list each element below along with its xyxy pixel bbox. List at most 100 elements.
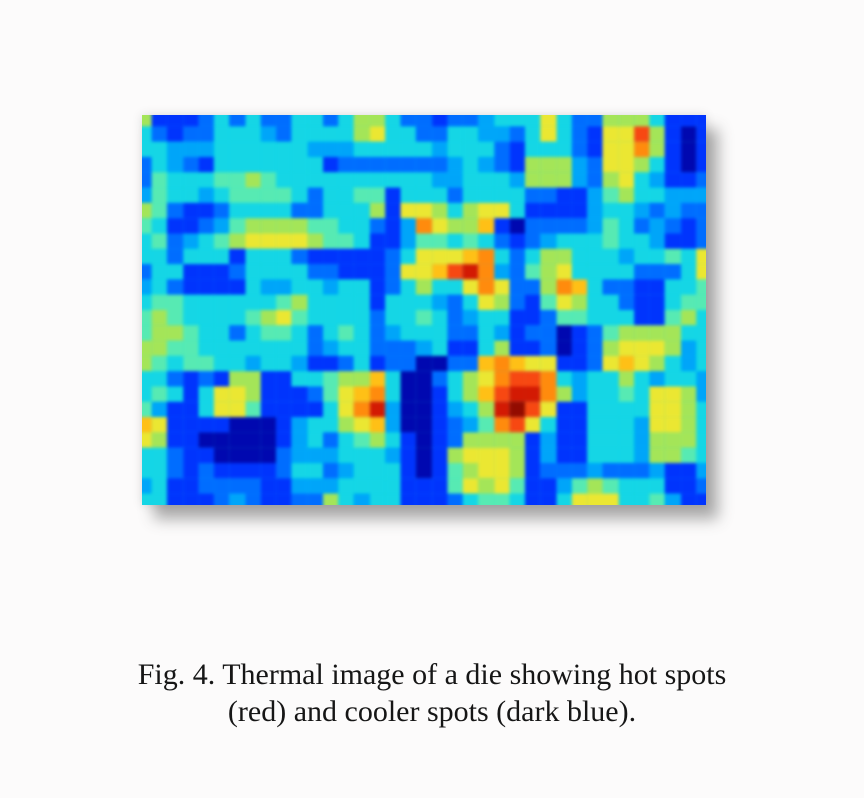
heatmap-cell [540,371,557,387]
heatmap-cell [167,126,183,142]
heatmap-cell [260,279,277,295]
heatmap-cell [664,432,681,448]
heatmap-cell [493,157,510,173]
heatmap-cell [556,264,572,280]
thermal-heatmap [142,115,706,505]
heatmap-cell [493,417,510,433]
heatmap-cell [540,340,557,356]
heatmap-cell [525,233,541,249]
heatmap-cell [664,141,681,157]
heatmap-cell [354,493,370,505]
heatmap-cell [696,248,706,265]
heatmap-cell [680,172,697,188]
heatmap-cell [509,202,526,219]
heatmap-cell [462,126,479,142]
heatmap-cell [151,340,168,356]
heatmap-cell [182,248,199,265]
heatmap-cell [571,202,588,219]
heatmap-cell [142,401,152,418]
heatmap-cell [291,202,308,219]
heatmap-cell [276,264,292,280]
heatmap-cell [245,233,261,249]
heatmap-cell [571,417,588,433]
heatmap-cell [649,248,665,265]
heatmap-cell [416,172,432,188]
heatmap-cell [556,248,572,265]
heatmap-cell [618,386,634,402]
heatmap-cell [385,279,401,295]
heatmap-cell [338,478,355,494]
heatmap-cell [338,218,355,234]
heatmap-cell [385,386,401,402]
heatmap-cell [696,463,706,479]
heatmap-cell [354,294,370,310]
heatmap-cell [142,463,152,479]
heatmap-cell [151,310,168,326]
heatmap-cell [416,417,432,433]
heatmap-cell [618,478,634,494]
heatmap-cell [602,463,619,479]
heatmap-cell [369,310,386,326]
heatmap-cell [556,325,572,341]
heatmap-cell [322,371,339,387]
heatmap-cell [182,279,199,295]
heatmap-cell [322,294,339,310]
heatmap-cell [198,386,215,402]
heatmap-cell [142,478,152,494]
heatmap-cell [307,202,323,219]
heatmap-cell [307,126,323,142]
heatmap-cell [151,141,168,157]
heatmap-cell [338,115,355,127]
heatmap-cell [602,233,619,249]
heatmap-cell [447,141,463,157]
heatmap-cell [447,202,463,219]
heatmap-cell [431,355,448,372]
heatmap-cell [151,294,168,310]
heatmap-cell [291,157,308,173]
heatmap-cell [369,417,386,433]
heatmap-cell [587,417,603,433]
heatmap-cell [369,401,386,418]
heatmap-cell [198,447,215,463]
heatmap-cell [664,115,681,127]
heatmap-cell [322,233,339,249]
heatmap-cell [509,355,526,372]
heatmap-cell [696,417,706,433]
heatmap-cell [571,371,588,387]
heatmap-cell [198,172,215,188]
heatmap-cell [478,233,494,249]
heatmap-cell [385,157,401,173]
heatmap-cell [696,325,706,341]
heatmap-cell [338,202,355,219]
heatmap-cell [493,141,510,157]
heatmap-cell [571,233,588,249]
heatmap-cell [354,478,370,494]
caption-line-2: (red) and cooler spots (dark blue). [227,695,637,728]
heatmap-cell [493,115,510,127]
heatmap-cell [354,355,370,372]
heatmap-cell [400,248,417,265]
heatmap-cell [664,202,681,219]
heatmap-cell [431,386,448,402]
heatmap-cell [525,447,541,463]
heatmap-cell [385,355,401,372]
heatmap-cell [198,355,215,372]
heatmap-cell [198,202,215,219]
heatmap-cell [182,463,199,479]
heatmap-cell [229,401,246,418]
heatmap-cell [509,432,526,448]
heatmap-cell [291,417,308,433]
heatmap-cell [509,493,526,505]
heatmap-cell [696,172,706,188]
heatmap-cell [214,340,230,356]
heatmap-cell [291,340,308,356]
heatmap-cell [587,310,603,326]
heatmap-cell [525,371,541,387]
heatmap-cell [680,218,697,234]
heatmap-cell [400,294,417,310]
heatmap-cell [142,141,152,157]
heatmap-cell [447,126,463,142]
heatmap-cell [354,172,370,188]
heatmap-cell [291,264,308,280]
heatmap-cell [276,126,292,142]
